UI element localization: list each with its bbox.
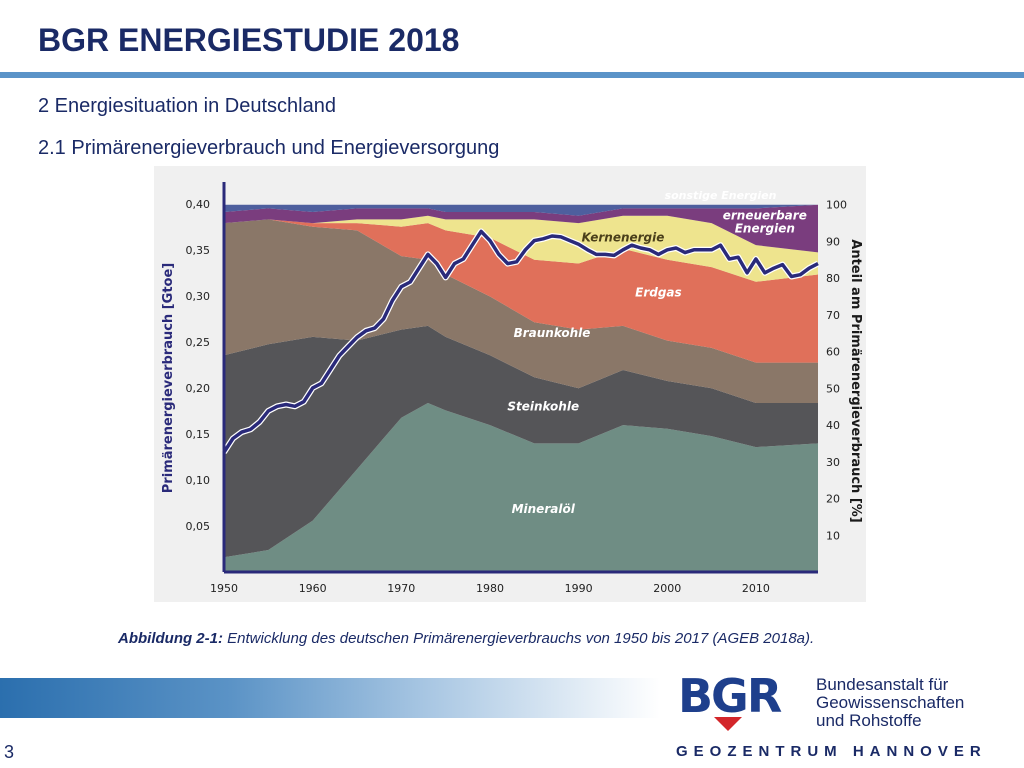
y-tick-label: 0,10 [186, 474, 211, 487]
consumption-line-group [221, 228, 820, 454]
bgr-logo-mark: BGR [676, 669, 804, 731]
org-name-line-2: Geowissenschaften [816, 693, 965, 712]
page-number: 3 [4, 742, 15, 762]
area-label-4: Kernenergie [582, 230, 665, 244]
area-labels: Mineralöl Steinkohle Braunkohle Erdgas Kerne… [507, 189, 807, 516]
organization-name: Bundesanstalt für Geowissenschaften und … [816, 676, 964, 730]
y2-tick-label: 20 [826, 493, 840, 506]
caption-label: Abbildung 2-1: [118, 630, 223, 647]
bgr-logo: BGR [676, 669, 1016, 735]
org-name-line-3: und Rohstoffe [816, 711, 922, 730]
area-series-3 [224, 219, 818, 363]
x-tick-label: 1970 [387, 582, 415, 595]
area-label-2: Braunkohle [514, 326, 591, 340]
x-tick-label: 2010 [742, 582, 770, 595]
org-name-line-1: Bundesanstalt für [816, 675, 949, 694]
area-series-6 [224, 204, 818, 216]
area-series-4 [224, 215, 818, 282]
consumption-line [222, 229, 819, 454]
y2-tick-label: 80 [826, 272, 840, 285]
title-rule [0, 72, 1024, 78]
figure-caption: Abbildung 2-1: Entwicklung des deutschen… [118, 630, 814, 647]
x-tick-label: 1960 [299, 582, 327, 595]
y2-tick-label: 100 [826, 199, 847, 212]
y-tick-label: 0,20 [186, 382, 211, 395]
y2-axis-label: Anteil am Primärenergieverbrauch [%] [848, 239, 863, 522]
area-series-2 [224, 219, 818, 403]
chart-panel: Mineralöl Steinkohle Braunkohle Erdgas Kerne… [154, 166, 866, 602]
footer-gradient-band [0, 678, 660, 718]
energy-chart: Mineralöl Steinkohle Braunkohle Erdgas Kerne… [161, 182, 863, 595]
y-tick-label: 0,05 [186, 520, 211, 533]
area-series-0 [224, 403, 818, 572]
caption-text: Entwicklung des deutschen Primärenergiev… [223, 630, 815, 647]
logo-triangle [714, 717, 742, 731]
subsection-heading: 2.1 Primärenergieverbrauch und Energieve… [38, 137, 500, 159]
y-tick-label: 0,25 [186, 336, 211, 349]
y2-tick-label: 10 [826, 529, 840, 542]
y2-tick-label: 70 [826, 309, 840, 322]
logo-letters: BGR [678, 675, 782, 723]
stacked-areas [224, 204, 818, 572]
area-label-1: Steinkohle [507, 399, 579, 413]
area-series-5 [224, 204, 818, 253]
y2-tick-label: 90 [826, 235, 840, 248]
y-tick-label: 0,15 [186, 428, 211, 441]
y2-tick-label: 30 [826, 456, 840, 469]
x-tick-label: 1950 [210, 582, 238, 595]
x-tick-label: 2000 [653, 582, 681, 595]
tagline: GEOZENTRUM HANNOVER [676, 743, 987, 760]
area-label-0: Mineralöl [512, 502, 576, 516]
section-heading: 2 Energiesituation in Deutschland [38, 95, 336, 117]
tick-labels: 1950 1960 1970 1980 1990 2000 20100,050,100,15… [186, 198, 848, 595]
area-label-3: Erdgas [635, 286, 682, 300]
y-axis-label: Primärenergieverbrauch [Gtoe] [161, 263, 176, 493]
area-series-1 [224, 325, 818, 558]
y2-tick-label: 50 [826, 382, 840, 395]
y2-tick-label: 40 [826, 419, 840, 432]
slide-title: BGR ENERGIESTUDIE 2018 [38, 22, 460, 58]
x-tick-label: 1980 [476, 582, 504, 595]
x-tick-label: 1990 [565, 582, 593, 595]
area-label-5: erneuerbare Energien [723, 208, 807, 235]
y-tick-label: 0,35 [186, 244, 211, 257]
y-tick-label: 0,40 [186, 198, 211, 211]
axes [222, 182, 818, 574]
y2-tick-label: 60 [826, 346, 840, 359]
area-label-6: sonstige Energien [665, 189, 777, 202]
y-tick-label: 0,30 [186, 290, 211, 303]
